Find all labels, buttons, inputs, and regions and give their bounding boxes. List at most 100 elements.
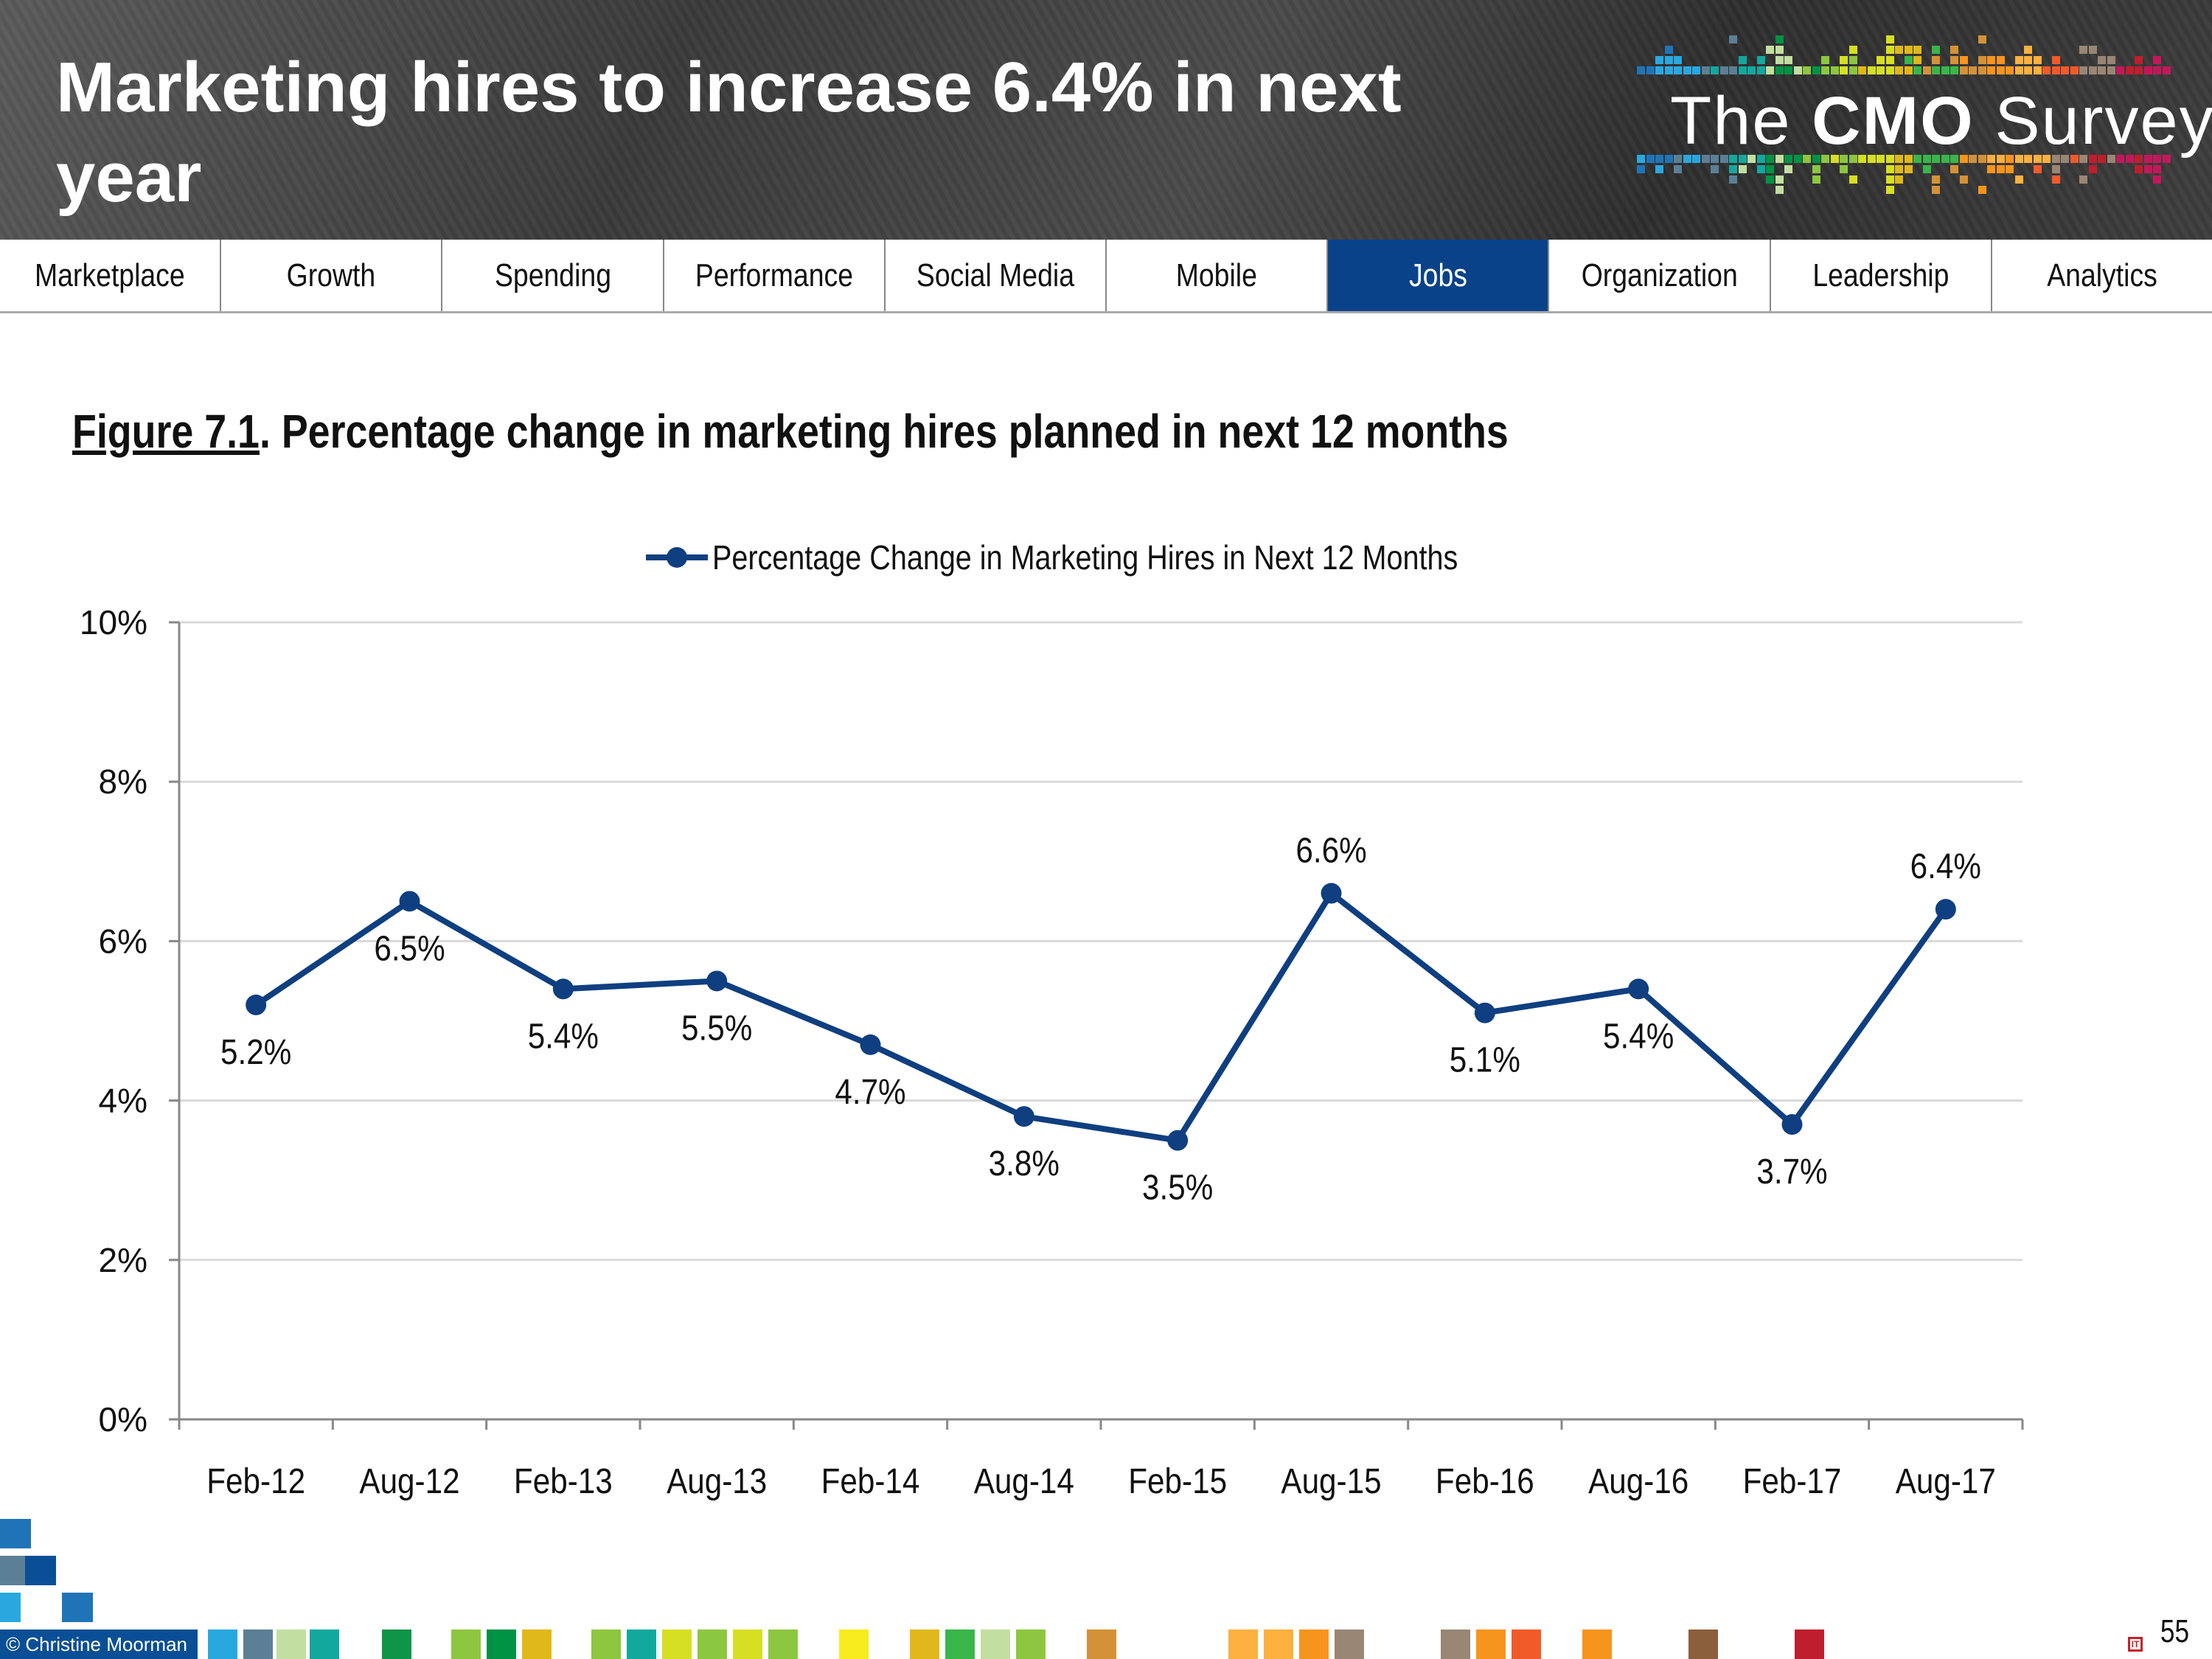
logo-pixel bbox=[1664, 46, 1673, 54]
logo-pixel bbox=[2033, 165, 2042, 173]
nav-label: Mobile bbox=[1176, 257, 1258, 293]
y-tick-label: 4% bbox=[99, 1082, 147, 1120]
nav-tab-growth[interactable]: Growth bbox=[221, 240, 443, 311]
footer-color-square bbox=[839, 1630, 869, 1659]
logo-pixel bbox=[1637, 165, 1645, 173]
logo-pixel bbox=[1885, 175, 1894, 184]
decor-square bbox=[25, 1556, 56, 1585]
data-point bbox=[1013, 1106, 1034, 1127]
footer-color-square bbox=[627, 1630, 656, 1659]
data-label: 3.7% bbox=[1756, 1152, 1827, 1192]
logo-pixel bbox=[1867, 155, 1876, 163]
logo-pixel bbox=[2088, 165, 2097, 173]
logo-pixel bbox=[1655, 155, 1663, 163]
logo-pixel bbox=[1959, 56, 1968, 64]
decor-square bbox=[0, 1593, 21, 1622]
logo-pixel bbox=[1830, 155, 1839, 163]
logo-pixel bbox=[1840, 56, 1848, 64]
nav-tab-analytics[interactable]: Analytics bbox=[1992, 240, 2212, 311]
logo-pixel bbox=[1664, 56, 1673, 64]
figure-number: Figure 7.1 bbox=[72, 405, 260, 458]
logo-word-survey: Survey bbox=[1994, 83, 2212, 159]
nav-tab-mobile[interactable]: Mobile bbox=[1107, 240, 1329, 311]
logo-pixel bbox=[1655, 165, 1663, 173]
logo-pixel bbox=[1904, 56, 1913, 64]
logo-pixel bbox=[1793, 155, 1802, 163]
logo-pixel bbox=[2006, 66, 2014, 74]
footer-color-square bbox=[1688, 1630, 1718, 1659]
logo-pixel bbox=[2116, 155, 2124, 163]
nav-tab-jobs[interactable]: Jobs bbox=[1328, 240, 1550, 311]
footer-color-square bbox=[698, 1630, 727, 1659]
x-tick-label: Aug-16 bbox=[1588, 1461, 1688, 1500]
footer-color-square bbox=[1087, 1630, 1116, 1659]
nav-tab-marketplace[interactable]: Marketplace bbox=[0, 240, 222, 311]
logo-pixel bbox=[2051, 56, 2060, 64]
logo-pixel bbox=[1959, 155, 1968, 163]
logo-pixel bbox=[2153, 155, 2161, 163]
logo-pixel bbox=[2162, 155, 2171, 163]
logo-pixel bbox=[1637, 155, 1645, 163]
logo-pixel bbox=[1996, 66, 2005, 74]
y-tick-label: 6% bbox=[99, 922, 147, 960]
header-banner: Marketing hires to increase 6.4% in next… bbox=[0, 0, 2212, 240]
data-label: 5.5% bbox=[681, 1008, 752, 1048]
logo-pixel bbox=[1637, 66, 1645, 74]
nav-tab-performance[interactable]: Performance bbox=[664, 240, 886, 311]
logo-pixel bbox=[1922, 66, 1931, 74]
logo-pixel bbox=[1987, 66, 1995, 74]
logo-pixel bbox=[1729, 175, 1737, 184]
logo-pixel bbox=[1932, 46, 1940, 54]
logo-pixel bbox=[1904, 66, 1913, 74]
logo-pixel bbox=[2024, 56, 2032, 64]
logo-pixel bbox=[1848, 46, 1857, 54]
data-label: 3.5% bbox=[1142, 1167, 1213, 1207]
logo-pixel bbox=[2135, 165, 2143, 173]
logo-pixel bbox=[1766, 66, 1774, 74]
nav-tab-spending[interactable]: Spending bbox=[442, 240, 664, 311]
logo-pixel bbox=[1719, 66, 1728, 74]
x-tick-label: Aug-14 bbox=[974, 1461, 1074, 1500]
data-label: 6.5% bbox=[374, 928, 445, 968]
logo-pixel bbox=[1775, 175, 1784, 184]
nav-tab-organization[interactable]: Organization bbox=[1549, 240, 1771, 311]
logo-pixel bbox=[1692, 155, 1700, 163]
logo-pixel bbox=[1812, 155, 1820, 163]
logo-pixel bbox=[2098, 56, 2106, 64]
logo-pixel bbox=[2014, 175, 2023, 184]
logo-text: The CMO Survey bbox=[1670, 83, 2212, 160]
axes: 0% 2% 4% 6% 8% 10% Feb-12 Aug-12 Feb-13 Aug-13 Feb… bbox=[80, 603, 2024, 1501]
data-point bbox=[1321, 883, 1342, 904]
logo-pixel bbox=[1840, 155, 1848, 163]
data-point bbox=[1628, 978, 1649, 1000]
logo-pixel bbox=[1885, 186, 1894, 194]
section-nav: Marketplace Growth Spending Performance … bbox=[0, 240, 2212, 313]
nav-tab-social-media[interactable]: Social Media bbox=[885, 240, 1107, 311]
logo-pixel bbox=[2107, 66, 2115, 74]
logo-pixel bbox=[2153, 66, 2161, 74]
logo-pixel bbox=[2143, 155, 2152, 163]
footer-color-square bbox=[768, 1630, 798, 1659]
logo-pixel bbox=[1729, 165, 1737, 173]
logo-pixel bbox=[2088, 155, 2097, 163]
logo-pixel bbox=[1655, 66, 1663, 74]
logo-pixel bbox=[2143, 165, 2152, 173]
logo-pixel bbox=[2079, 155, 2087, 163]
logo-pixel bbox=[1766, 46, 1774, 54]
nav-tab-leadership[interactable]: Leadership bbox=[1770, 240, 1992, 311]
logo-pixel bbox=[1812, 175, 1820, 184]
logo-pixel bbox=[1664, 66, 1673, 74]
logo-pixel bbox=[2116, 66, 2124, 74]
logo-pixel bbox=[1867, 66, 1876, 74]
logo-pixel bbox=[1821, 56, 1829, 64]
logo-pixel bbox=[1895, 66, 1903, 74]
logo-pixel bbox=[2014, 56, 2023, 64]
data-label: 5.1% bbox=[1450, 1040, 1520, 1079]
logo-pixel bbox=[2107, 155, 2115, 163]
logo-pixel bbox=[2125, 155, 2134, 163]
logo-pixel bbox=[2070, 155, 2079, 163]
logo-pixel bbox=[1932, 175, 1940, 184]
logo-pixel bbox=[1729, 66, 1737, 74]
logo-pixel bbox=[1950, 165, 1958, 173]
footer-color-square bbox=[1228, 1630, 1258, 1659]
